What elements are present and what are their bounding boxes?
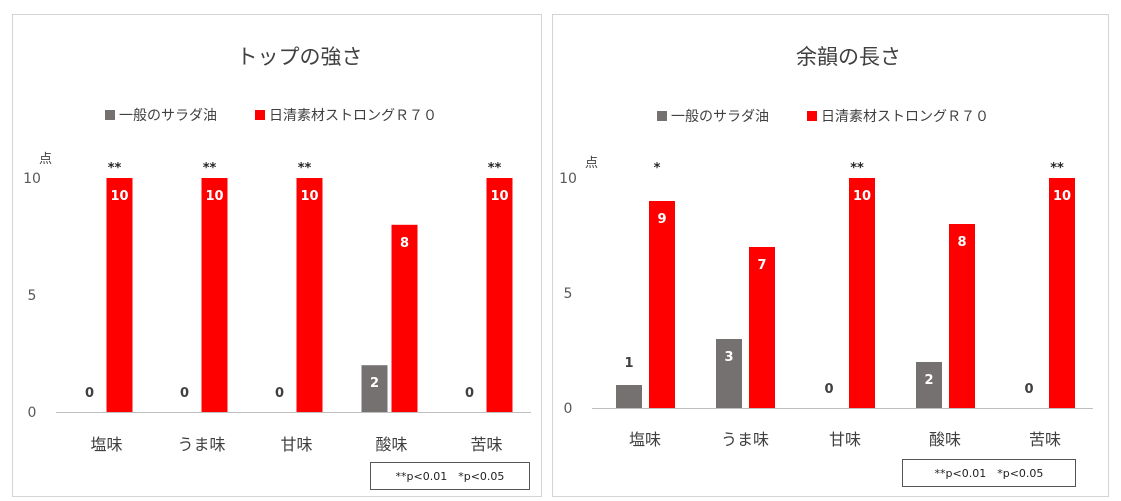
bar-strong-r70: [1049, 178, 1075, 408]
data-label: 10: [300, 189, 318, 204]
legend-label: 一般のサラダ油: [671, 109, 769, 125]
data-label: 0: [465, 386, 474, 401]
data-label: 1: [624, 356, 633, 371]
x-tick-label: 甘味: [280, 435, 312, 454]
data-label: 8: [957, 235, 966, 250]
x-tick-label: うま味: [721, 430, 769, 449]
significance-marker: **: [488, 161, 502, 176]
significance-note: **p<0.01 *p<0.05: [370, 462, 530, 490]
x-tick-label: 酸味: [375, 435, 407, 454]
bar-strong-r70: [486, 178, 513, 412]
data-label: 10: [110, 189, 128, 204]
data-label: 10: [853, 189, 871, 204]
significance-marker: **: [298, 161, 312, 176]
x-tick-label: 苦味: [1029, 430, 1061, 449]
bar-strong-r70: [949, 224, 975, 408]
data-label: 0: [275, 386, 284, 401]
y-tick-label: 5: [564, 286, 573, 302]
x-tick-label: 酸味: [929, 430, 961, 449]
bar-strong-r70: [649, 201, 675, 408]
y-axis-label: 点: [585, 156, 598, 171]
data-label: 8: [400, 236, 409, 251]
y-tick-label: 5: [28, 288, 37, 304]
data-label: 0: [1024, 382, 1033, 397]
significance-note: **p<0.01 *p<0.05: [902, 459, 1076, 487]
significance-marker: *: [654, 161, 661, 176]
data-label: 10: [205, 189, 223, 204]
significance-marker: **: [108, 161, 122, 176]
x-tick-label: 苦味: [470, 435, 502, 454]
bar-strong-r70: [106, 178, 133, 412]
significance-marker: **: [203, 161, 217, 176]
data-label: 9: [657, 212, 666, 227]
chart-panel-aftertaste-length: 余韻の長さ一般のサラダ油 日清素材ストロングＲ７０ 点 0 5 10 塩味 1 9 * うま味 3 7 甘…: [552, 14, 1109, 497]
data-label: 10: [490, 189, 508, 204]
legend-label: 一般のサラダ油: [119, 108, 217, 124]
legend-swatch: [105, 110, 115, 120]
data-label: 0: [180, 386, 189, 401]
bar-strong-r70: [296, 178, 323, 412]
bar-salad-oil: [361, 365, 388, 412]
data-label: 2: [924, 373, 933, 388]
x-tick-label: 塩味: [629, 430, 661, 449]
bar-strong-r70: [749, 247, 775, 408]
x-tick-label: 甘味: [829, 430, 861, 449]
chart-title: トップの強さ: [237, 45, 363, 69]
legend-label: 日清素材ストロングＲ７０: [821, 109, 989, 125]
x-tick-label: 塩味: [90, 435, 122, 454]
bar-salad-oil: [916, 362, 942, 408]
chart-title: 余韻の長さ: [796, 45, 901, 69]
legend-label: 日清素材ストロングＲ７０: [269, 108, 437, 124]
data-label: 3: [724, 350, 733, 365]
data-label: 0: [85, 386, 94, 401]
significance-marker: **: [850, 161, 864, 176]
y-tick-label: 10: [23, 171, 41, 187]
data-label: 7: [757, 258, 766, 273]
chart-panel-top-strength: トップの強さ一般のサラダ油 日清素材ストロングＲ７０ 点 0 5 10 塩味 0 10 ** うま味…: [12, 14, 542, 497]
data-label: 2: [370, 376, 379, 391]
legend-swatch: [255, 110, 265, 120]
y-axis-label: 点: [39, 152, 52, 167]
bar-salad-oil: [716, 339, 742, 408]
bar-salad-oil: [616, 385, 642, 408]
y-tick-label: 0: [28, 405, 37, 421]
y-tick-label: 0: [564, 401, 573, 417]
bar-strong-r70: [391, 224, 418, 412]
legend-swatch: [657, 111, 667, 121]
legend-swatch: [807, 111, 817, 121]
bar-strong-r70: [849, 178, 875, 408]
significance-marker: **: [1050, 161, 1064, 176]
bar-strong-r70: [201, 178, 228, 412]
y-tick-label: 10: [559, 171, 577, 187]
x-tick-label: うま味: [177, 435, 225, 454]
data-label: 0: [824, 382, 833, 397]
data-label: 10: [1053, 189, 1071, 204]
